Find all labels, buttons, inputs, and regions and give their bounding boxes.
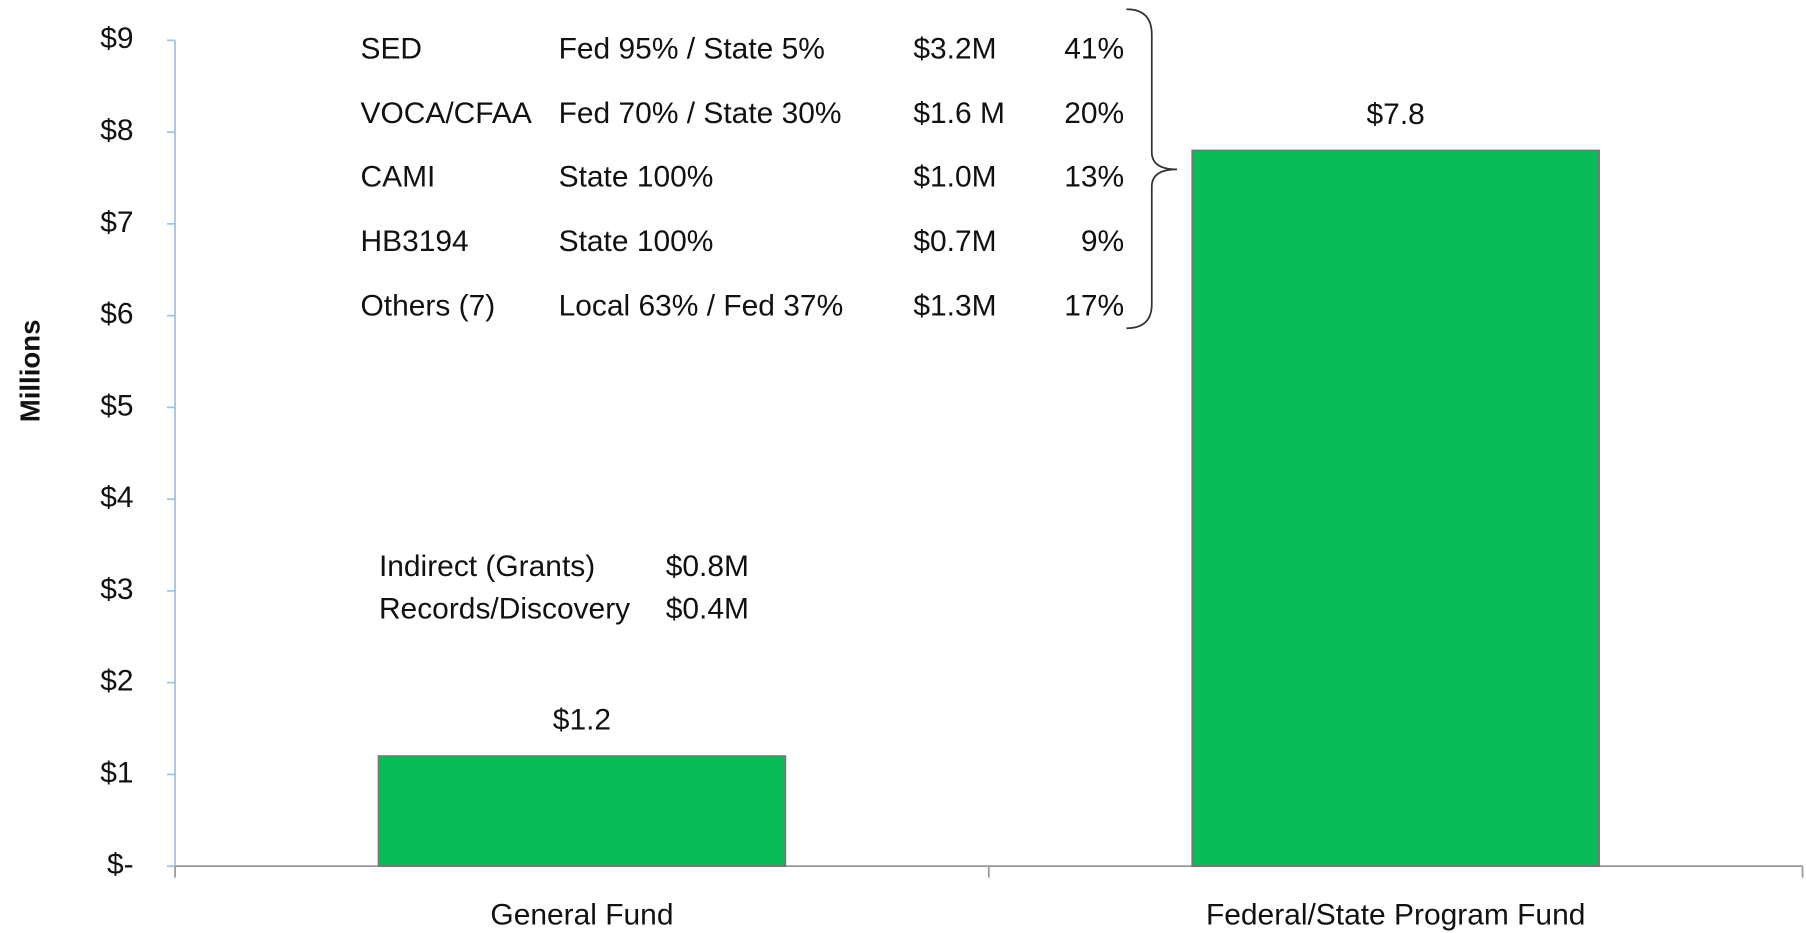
value-label: $1.2: [553, 703, 611, 736]
y-tick-label: $5: [100, 389, 133, 422]
program-name: SED: [361, 33, 423, 66]
program-name: HB3194: [361, 225, 469, 258]
x-tick-label: General Fund: [490, 899, 673, 932]
y-tick-label: $7: [100, 206, 133, 239]
bar: [377, 755, 787, 868]
program-amount: $3.2M: [913, 33, 996, 66]
y-axis-label: Millions: [15, 319, 46, 422]
y-tick-label: $8: [100, 114, 133, 147]
program-split: State 100%: [559, 160, 714, 193]
program-share: 13%: [1064, 160, 1124, 193]
y-tick-label: $-: [107, 848, 134, 881]
program-share: 20%: [1064, 97, 1124, 130]
note-amount: $0.4M: [666, 592, 749, 625]
program-split: Local 63% / Fed 37%: [559, 289, 844, 322]
program-name: CAMI: [361, 160, 436, 193]
y-tick-label: $3: [100, 573, 133, 606]
program-share: 9%: [1081, 225, 1124, 258]
y-tick-label: $4: [100, 481, 133, 514]
program-split: State 100%: [559, 225, 714, 258]
value-label: $7.8: [1367, 98, 1425, 131]
program-amount: $1.0M: [913, 160, 996, 193]
y-tick-label: $6: [100, 298, 133, 331]
brace: [1126, 8, 1178, 330]
y-tick-label: $9: [100, 22, 133, 55]
program-name: Others (7): [361, 289, 496, 322]
program-amount: $0.7M: [913, 225, 996, 258]
x-tick-label: Federal/State Program Fund: [1206, 899, 1585, 932]
note-label: Indirect (Grants): [379, 550, 595, 583]
program-name: VOCA/CFAA: [361, 97, 532, 130]
y-tick-label: $2: [100, 665, 133, 698]
program-split: Fed 95% / State 5%: [559, 33, 825, 66]
bar: [1191, 149, 1600, 868]
note-amount: $0.8M: [666, 550, 749, 583]
program-amount: $1.6 M: [913, 97, 1005, 130]
program-share: 41%: [1064, 33, 1124, 66]
program-split: Fed 70% / State 30%: [559, 97, 842, 130]
note-label: Records/Discovery: [379, 592, 630, 625]
program-amount: $1.3M: [913, 289, 996, 322]
program-share: 17%: [1064, 289, 1124, 322]
y-tick-label: $1: [100, 756, 133, 789]
